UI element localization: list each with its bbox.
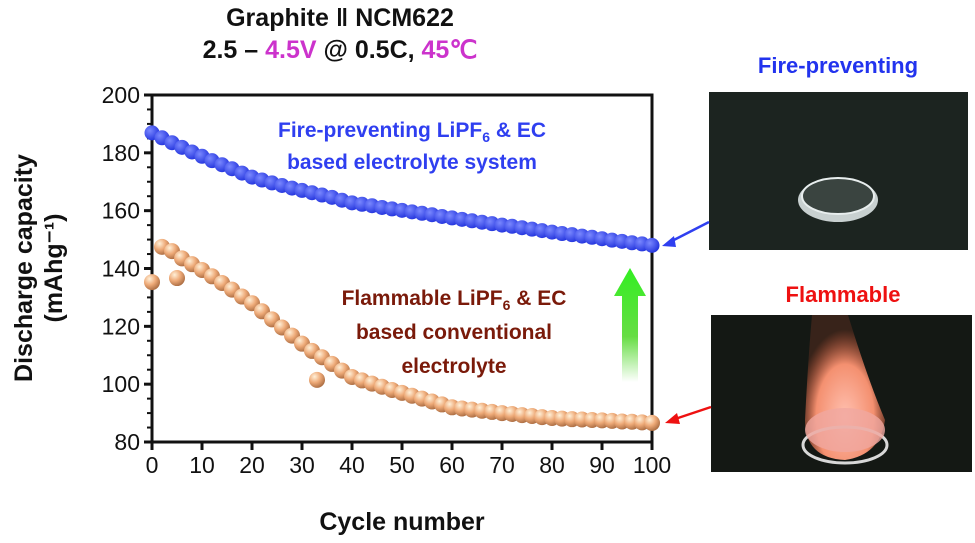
series-label-fire-preventing-line2: based electrolyte system	[287, 151, 537, 174]
series-fire-preventing	[144, 125, 660, 253]
x-tick-label: 90	[589, 452, 615, 478]
x-tick-label: 70	[489, 452, 515, 478]
y-axis-unit: (mAhg⁻¹)	[40, 214, 68, 323]
photo-flammable	[711, 315, 972, 472]
data-point-fire-preventing	[644, 237, 660, 253]
plot-axes: 80 100 120 140 160 180 200 0 10 20 30 40 50 60 70 80 90 1…	[102, 82, 672, 478]
data-point-flammable	[144, 274, 160, 291]
y-tick-label: 80	[114, 429, 140, 455]
plot-marks	[144, 125, 660, 431]
series-flammable	[144, 238, 660, 431]
x-tick-label: 20	[239, 452, 265, 478]
photo-label-flammable: Flammable	[786, 282, 901, 307]
improvement-arrow-icon	[614, 268, 646, 382]
data-point-flammable	[644, 414, 660, 431]
pointer-arrow-blue-icon	[662, 220, 710, 247]
y-tick-label: 120	[102, 313, 140, 339]
series-label-flammable-line2: based conventional	[356, 321, 552, 344]
y-axis-label: Discharge capacity	[10, 154, 38, 382]
series-label-fire-preventing-line1: Fire-preventing LiPF6 & EC	[278, 119, 546, 145]
x-tick-label: 50	[389, 452, 415, 478]
pointer-arrow-red-icon	[665, 405, 712, 424]
x-tick-label: 30	[289, 452, 315, 478]
chart-title: Graphite ǁ NCM622	[226, 4, 454, 32]
data-point-flammable	[169, 270, 185, 287]
x-tick-label: 40	[339, 452, 365, 478]
x-tick-label: 100	[633, 452, 671, 478]
x-tick-label: 0	[146, 452, 159, 478]
y-tick-label: 160	[102, 198, 140, 224]
subtitle-voltage-low: 2.5 –	[203, 36, 266, 64]
y-tick-label: 140	[102, 256, 140, 282]
y-tick-label: 180	[102, 140, 140, 166]
data-point-flammable	[309, 371, 325, 388]
photo-fire-preventing	[709, 92, 968, 250]
photo-label-fire-preventing: Fire-preventing	[758, 53, 918, 78]
chart-subtitle: 2.5 – 4.5V @ 0.5C, 45℃	[203, 36, 478, 64]
series-label-flammable-line3: electrolyte	[401, 355, 506, 378]
series-label-flammable-line1: Flammable LiPF6 & EC	[342, 287, 567, 313]
subtitle-temperature: 45℃	[422, 36, 478, 64]
x-tick-label: 80	[539, 452, 565, 478]
x-tick-label: 10	[189, 452, 215, 478]
x-axis-label: Cycle number	[319, 508, 485, 536]
subtitle-voltage-high: 4.5V	[265, 36, 317, 64]
x-tick-label: 60	[439, 452, 465, 478]
y-tick-label: 100	[102, 371, 140, 397]
subtitle-rate: @ 0.5C,	[317, 36, 422, 64]
y-tick-label: 200	[102, 82, 140, 108]
